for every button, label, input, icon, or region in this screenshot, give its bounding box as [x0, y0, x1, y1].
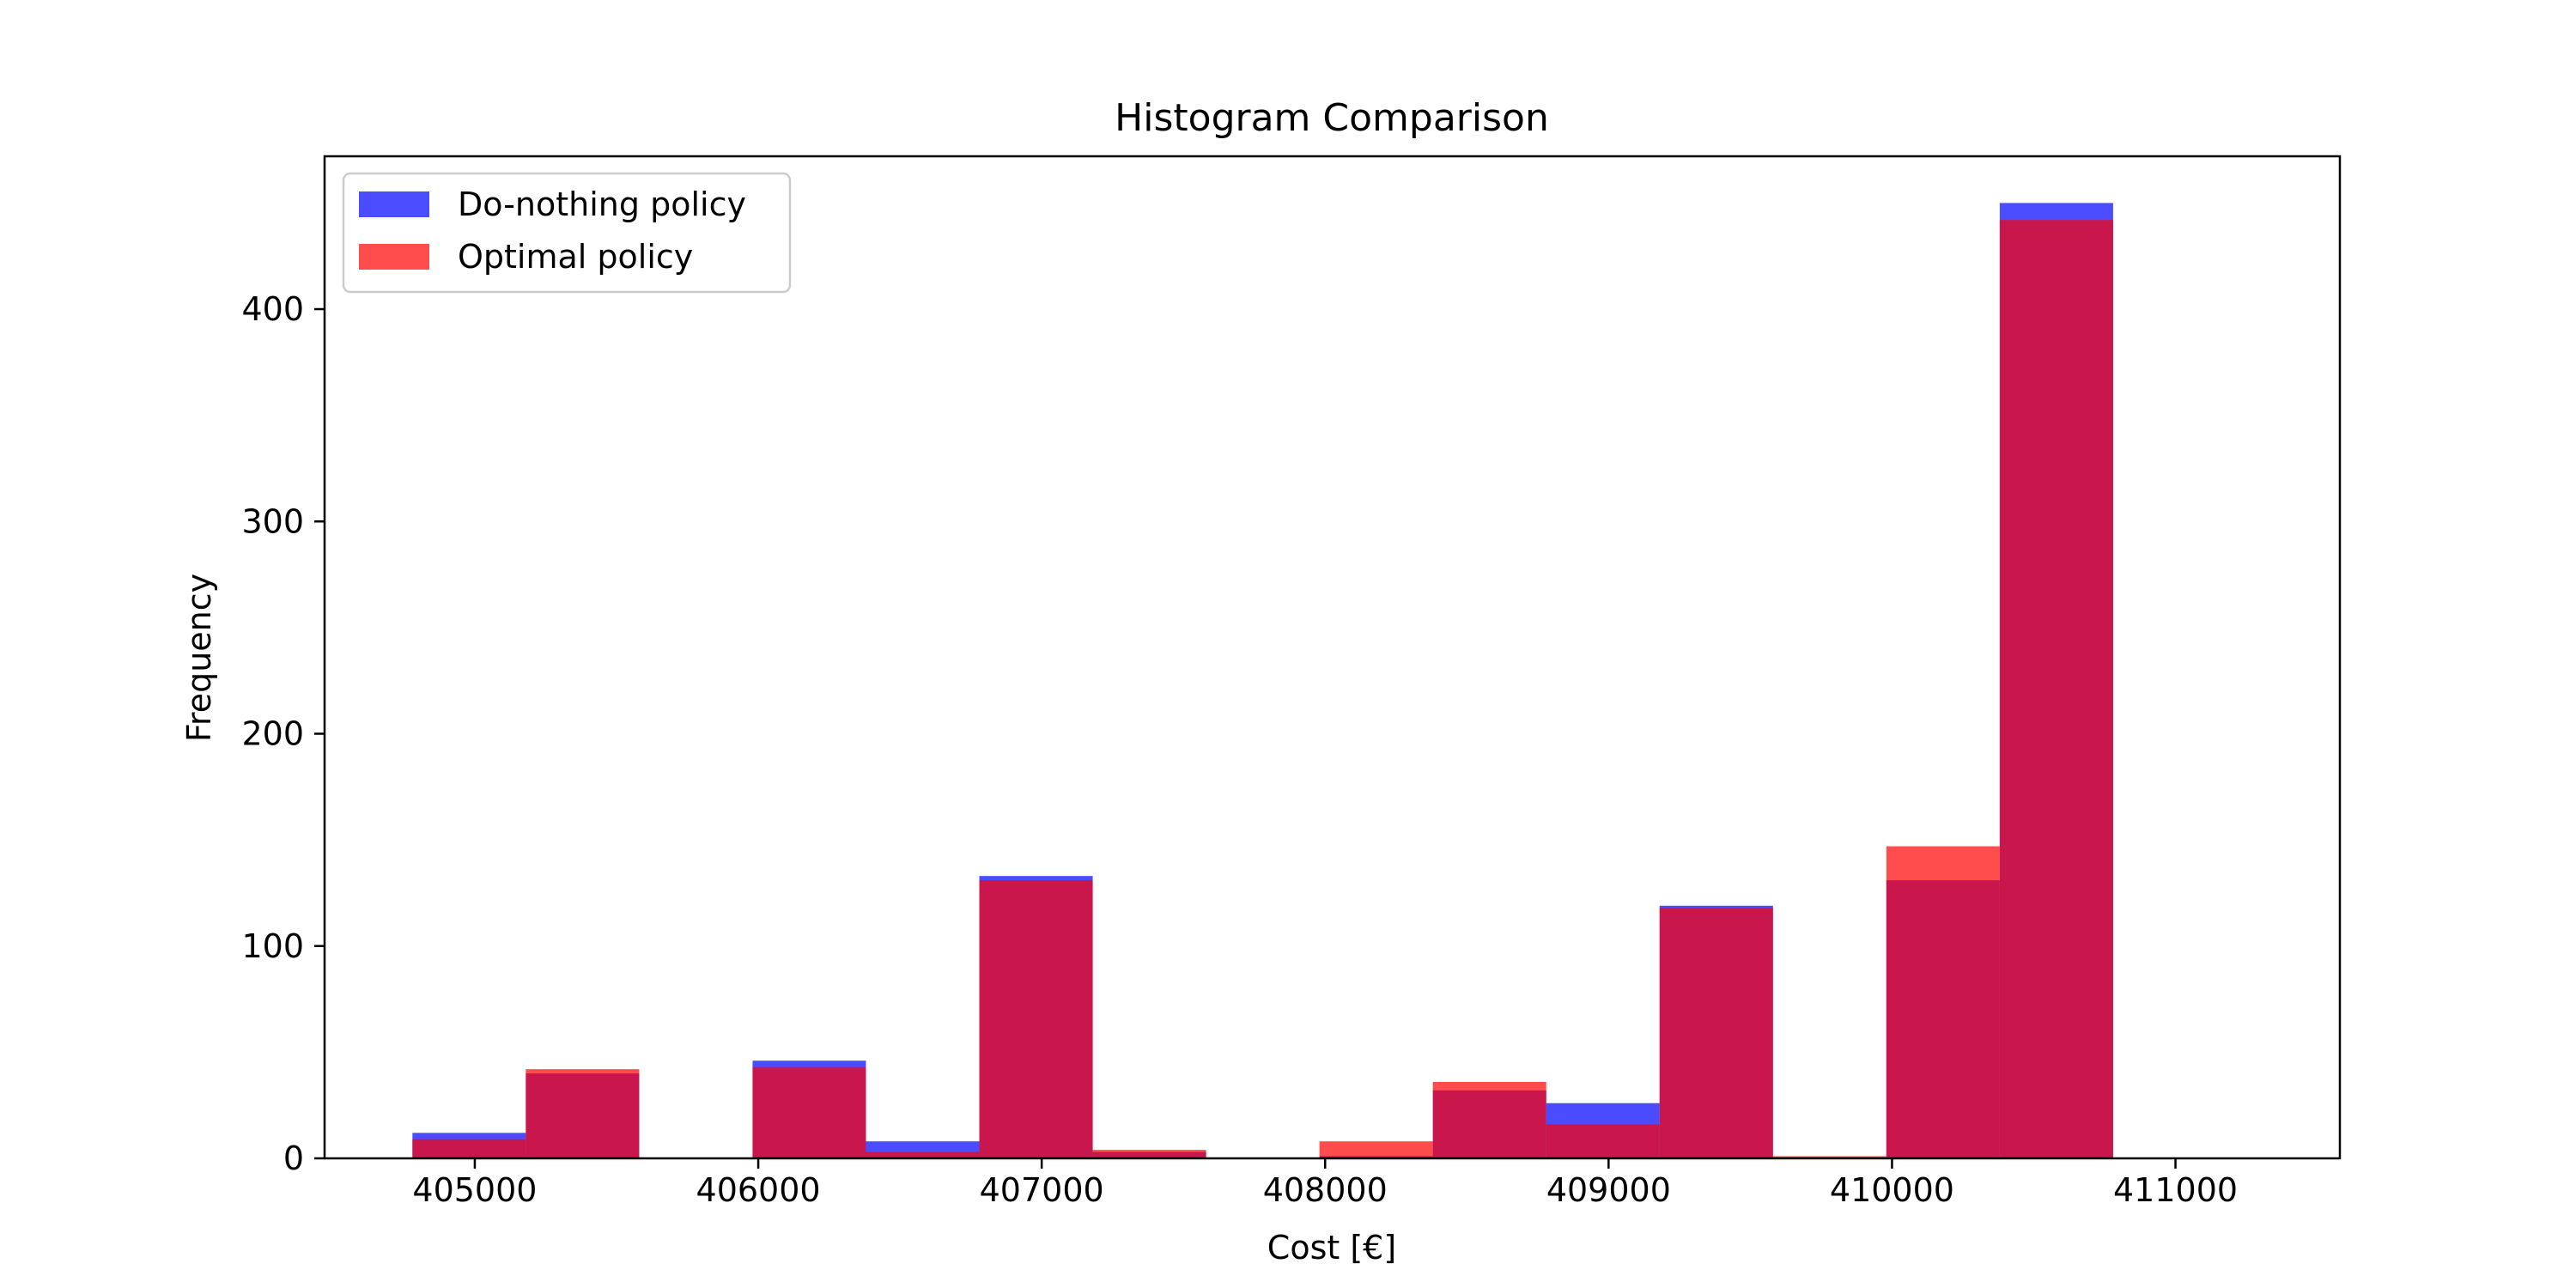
bar-series-1-bin-10 — [1546, 1124, 1660, 1158]
bar-series-1-bin-0 — [412, 1139, 526, 1158]
x-axis-ticks: 405000 406000 407000 408000 409000 410000 4110… — [412, 1158, 2238, 1209]
x-tick-label: 411000 — [2113, 1171, 2238, 1209]
y-tick-label: 0 — [283, 1139, 304, 1177]
plot-area-frame — [323, 155, 2342, 1160]
x-tick-label: 405000 — [412, 1171, 537, 1209]
bar-series-1-bin-5 — [979, 880, 1093, 1158]
x-tick-label: 410000 — [1830, 1171, 1954, 1209]
legend: Do-nothing policy Optimal policy — [342, 172, 792, 294]
x-tick-label: 406000 — [696, 1171, 821, 1209]
bar-series-1-bin-3 — [752, 1066, 866, 1158]
x-tick-label: 407000 — [980, 1171, 1104, 1209]
legend-box — [342, 172, 792, 294]
y-axis-ticks: 0 100 200 300 400 — [241, 290, 325, 1177]
bar-series-1-bin-8 — [1319, 1141, 1433, 1158]
bar-series-1-bin-6 — [1092, 1150, 1206, 1158]
chart-title: Histogram Comparison — [1115, 96, 1549, 140]
y-tick-label: 100 — [241, 927, 304, 965]
bar-series-1-bin-13 — [1886, 846, 2000, 1158]
legend-swatch-optimal — [359, 244, 429, 270]
bar-series-1-bin-9 — [1432, 1081, 1546, 1158]
y-axis-label: Frequency — [180, 574, 218, 742]
legend-swatch-do-nothing — [359, 191, 429, 217]
x-tick-label: 408000 — [1263, 1171, 1388, 1209]
x-axis-label: Cost [€] — [1267, 1229, 1396, 1267]
x-tick-label: 409000 — [1546, 1171, 1671, 1209]
bar-series-1-bin-1 — [526, 1069, 640, 1158]
legend-label-do-nothing: Do-nothing policy — [458, 185, 746, 223]
bar-series-1-bin-14 — [1999, 220, 2113, 1159]
y-tick-label: 300 — [241, 502, 304, 540]
y-tick-label: 200 — [241, 715, 304, 753]
legend-label-optimal: Optimal policy — [458, 238, 693, 276]
bar-series-1-bin-11 — [1659, 908, 1773, 1158]
bars-layer — [412, 203, 2113, 1159]
bar-series-1-bin-4 — [866, 1151, 980, 1158]
y-tick-label: 400 — [241, 290, 304, 328]
